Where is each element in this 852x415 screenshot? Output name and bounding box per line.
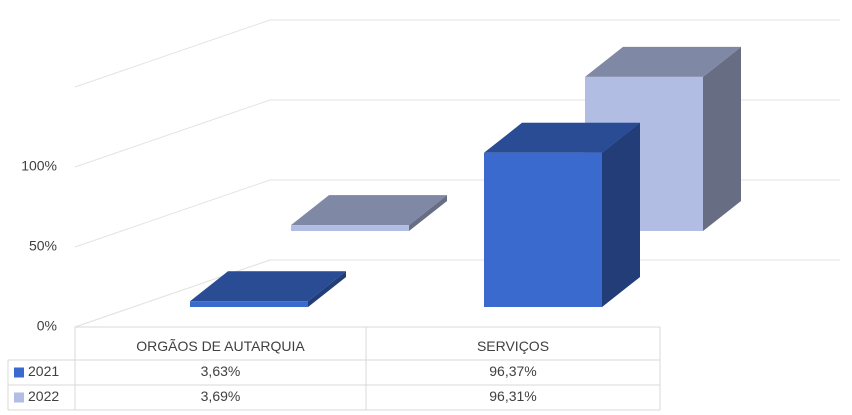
bar-side-shade — [602, 122, 640, 307]
floor-edge — [74, 259, 271, 328]
bar-side — [409, 195, 447, 231]
table-value: 96,31% — [489, 388, 536, 404]
bar-top-shade — [190, 271, 346, 302]
bar-front — [190, 301, 308, 307]
y-tick-label: 100% — [21, 158, 57, 174]
bar-top — [291, 195, 447, 226]
bar — [291, 195, 447, 231]
bar-side — [308, 271, 346, 307]
bar-top — [484, 122, 640, 153]
bar-side — [602, 122, 640, 307]
bar-side-shade — [409, 195, 447, 231]
bar-top-shade — [585, 46, 741, 77]
legend-label: 2021 — [28, 363, 59, 379]
bar-front — [291, 225, 409, 231]
bar — [484, 122, 640, 307]
bar-top-shade — [291, 195, 447, 226]
legend-swatch — [14, 367, 24, 378]
table-value: 3,69% — [201, 388, 241, 404]
wall-top — [74, 19, 840, 88]
grid-line — [74, 259, 840, 328]
category-label: SERVIÇOS — [477, 338, 549, 354]
bar-top — [585, 46, 741, 77]
bar-side-shade — [703, 46, 741, 232]
bar-front — [484, 152, 602, 307]
table-value: 96,37% — [489, 363, 536, 379]
bar-top-shade — [484, 122, 640, 153]
bar-side-shade — [308, 271, 346, 307]
bar-side — [703, 46, 741, 232]
category-label: ORGÃOS DE AUTARQUIA — [136, 338, 305, 354]
bar — [190, 271, 346, 307]
bar-top — [190, 271, 346, 302]
table-value: 3,63% — [201, 363, 241, 379]
legend-label: 2022 — [28, 388, 59, 404]
y-tick-label: 50% — [29, 238, 57, 254]
y-tick-label: 0% — [37, 318, 57, 334]
legend-swatch — [14, 392, 24, 403]
